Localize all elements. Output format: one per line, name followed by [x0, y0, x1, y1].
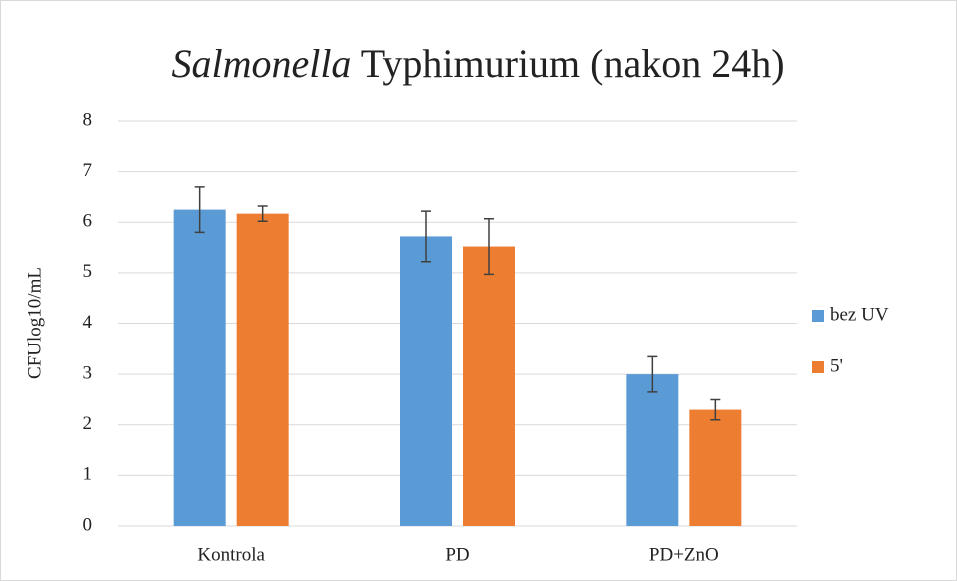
x-tick-label: PD	[445, 544, 469, 565]
y-tick-label: 2	[83, 413, 93, 434]
y-tick-label: 4	[83, 312, 93, 333]
y-tick-label: 1	[83, 464, 93, 485]
y-tick-label: 6	[83, 211, 93, 232]
chart-title: Salmonella Typhimurium (nakon 24h)	[171, 41, 784, 86]
legend-swatch	[812, 310, 824, 322]
y-tick-label: 3	[83, 362, 93, 383]
bar	[689, 409, 742, 526]
bar	[463, 246, 515, 527]
legend-label: 5'	[830, 355, 843, 376]
legend-swatch	[812, 361, 824, 373]
bar	[400, 236, 452, 527]
error-bar	[484, 217, 494, 276]
error-bar	[421, 210, 431, 263]
error-bar	[647, 355, 658, 393]
x-tick-label: PD+ZnO	[649, 544, 719, 565]
title-text: Typhimurium (nakon 24h)	[361, 41, 785, 86]
y-tick-label: 8	[83, 109, 93, 130]
title-italic: Salmonella	[171, 41, 351, 86]
bar	[626, 374, 679, 526]
bar	[236, 213, 289, 527]
legend-label: bez UV	[830, 304, 889, 325]
error-bar	[194, 186, 205, 234]
y-tick-label: 5	[83, 261, 93, 282]
y-axis-label: CFUlog10/mL	[24, 267, 45, 379]
error-bar	[710, 398, 721, 421]
error-bar	[257, 205, 268, 222]
bar	[173, 209, 226, 526]
y-tick-label: 7	[83, 160, 93, 181]
x-tick-label: Kontrola	[197, 544, 265, 565]
y-tick-label: 0	[83, 514, 93, 535]
